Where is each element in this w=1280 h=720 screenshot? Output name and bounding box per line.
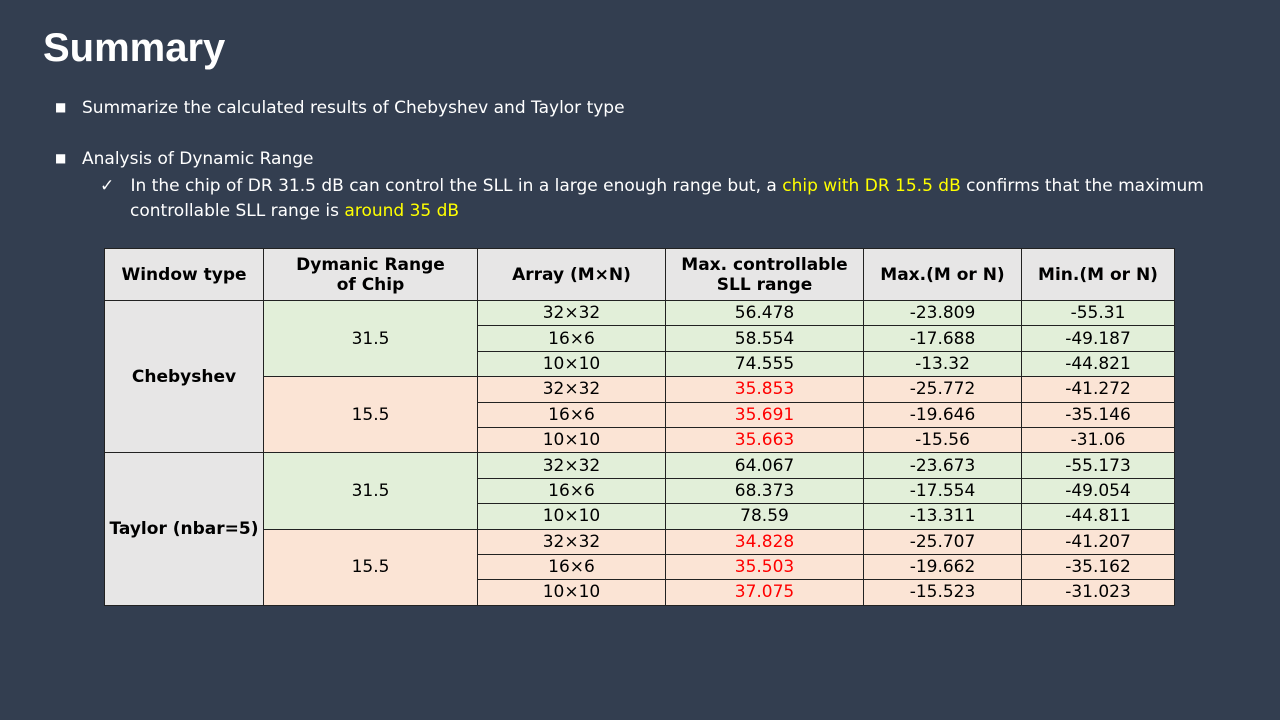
data-cell: 10×10 — [477, 350, 666, 378]
dr-cell: 31.5 — [263, 299, 478, 378]
data-cell: 58.554 — [665, 325, 864, 352]
highlight: around 35 dB — [344, 201, 460, 221]
data-cell: -15.523 — [863, 579, 1022, 606]
data-cell: -17.688 — [863, 325, 1022, 352]
table-row: 15.5 32×32 35.853 -25.772 -41.272 — [105, 376, 1175, 454]
data-cell: 64.067 — [665, 452, 864, 479]
data-cell: -31.023 — [1021, 579, 1175, 606]
data-cell: -55.173 — [1021, 452, 1175, 479]
table-row: 16×6 35.503 -19.662 -35.162 — [105, 553, 1175, 581]
table-row: Taylor (nbar=5) 31.5 32×32 64.067 -23.673 -55… — [104, 452, 1175, 606]
bullet-text: Analysis of Dynamic Range — [82, 149, 314, 169]
header-cell: Window type — [104, 248, 264, 301]
summary-table: Window type Dymanic Range of Chip Array (M… — [104, 248, 1175, 606]
window-cell: Taylor (nbar=5) — [104, 452, 264, 606]
data-cell: 35.853 — [665, 376, 864, 403]
header-row: Window type Dymanic Range of Chip Array (M… — [104, 248, 1175, 301]
data-cell: -25.707 — [863, 528, 1022, 555]
dr-cell: 15.5 — [263, 528, 478, 606]
header-cell: Max.(M or N) — [863, 248, 1022, 301]
data-cell: -41.207 — [1021, 528, 1175, 555]
data-cell: 37.075 — [665, 579, 864, 606]
data-cell: 68.373 — [665, 477, 864, 505]
dr-cell: 31.5 — [263, 452, 478, 530]
data-cell: 32×32 — [477, 299, 666, 327]
data-cell: 16×6 — [477, 325, 666, 352]
data-cell: 32×32 — [477, 528, 666, 555]
data-cell: -23.809 — [863, 299, 1022, 327]
data-cell: -13.32 — [863, 350, 1022, 378]
data-cell: 10×10 — [477, 579, 666, 606]
bullet: ■ Analysis of Dynamic Range — [55, 149, 314, 169]
text: In the chip of DR 31.5 dB can control th… — [130, 176, 783, 196]
data-cell: 16×6 — [477, 553, 666, 581]
data-cell: 32×32 — [477, 376, 666, 403]
data-cell: 74.555 — [665, 350, 864, 378]
data-cell: -19.646 — [863, 401, 1022, 428]
data-cell: -23.673 — [863, 452, 1022, 479]
data-cell: 32×32 — [477, 452, 666, 479]
data-cell: -31.06 — [1021, 426, 1175, 454]
header-cell: Dymanic Range of Chip — [263, 248, 478, 301]
highlight: chip with DR 15.5 dB — [782, 176, 961, 196]
table-row: 10×10 37.075 -15.523 -31.023 — [105, 579, 1175, 606]
table-row: 16×6 35.691 -19.646 -35.146 — [105, 401, 1175, 428]
dr-cell: 15.5 — [263, 376, 478, 454]
data-cell: -13.311 — [863, 503, 1022, 530]
data-cell: -55.31 — [1021, 299, 1175, 327]
data-cell: 56.478 — [665, 299, 864, 327]
data-cell: -15.56 — [863, 426, 1022, 454]
slide-title: Summary — [43, 26, 226, 70]
sub-bullet: ✓ In the chip of DR 31.5 dB can control … — [100, 176, 1204, 221]
data-cell: -49.054 — [1021, 477, 1175, 505]
text: confirms that the maximum controllable S… — [130, 176, 1204, 221]
window-cell: Chebyshev — [104, 299, 264, 454]
data-cell: 10×10 — [477, 426, 666, 454]
data-cell: -17.554 — [863, 477, 1022, 505]
data-cell: 35.503 — [665, 553, 864, 581]
data-cell: -41.272 — [1021, 376, 1175, 403]
data-cell: 16×6 — [477, 401, 666, 428]
data-cell: -44.811 — [1021, 503, 1175, 530]
data-cell: 34.828 — [665, 528, 864, 555]
data-cell: 78.59 — [665, 503, 864, 530]
table-row: 16×6 58.554 -17.688 -49.187 — [105, 325, 1175, 352]
data-cell: -19.662 — [863, 553, 1022, 581]
table-row: 16×6 68.373 -17.554 -49.054 — [105, 477, 1175, 505]
data-cell: 16×6 — [477, 477, 666, 505]
data-cell: -44.821 — [1021, 350, 1175, 378]
header-cell: Min.(M or N) — [1021, 248, 1175, 301]
table-row: 15.5 32×32 34.828 -25.707 -41.207 — [105, 528, 1175, 606]
data-cell: 35.691 — [665, 401, 864, 428]
table-row: Chebyshev 31.5 32×32 56.478 -23.809 -55.31 — [104, 299, 1175, 454]
table-row: 10×10 78.59 -13.311 -44.811 — [105, 503, 1175, 530]
header-cell: Max. controllable SLL range — [665, 248, 864, 301]
data-cell: 35.663 — [665, 426, 864, 454]
data-cell: -35.146 — [1021, 401, 1175, 428]
data-cell: 10×10 — [477, 503, 666, 530]
bullet: ■ Summarize the calculated results of Che… — [55, 98, 625, 118]
bullet-text: Summarize the calculated results of Cheb… — [82, 98, 625, 118]
header-cell: Array (M×N) — [477, 248, 666, 301]
data-cell: -25.772 — [863, 376, 1022, 403]
data-cell: -35.162 — [1021, 553, 1175, 581]
data-cell: -49.187 — [1021, 325, 1175, 352]
